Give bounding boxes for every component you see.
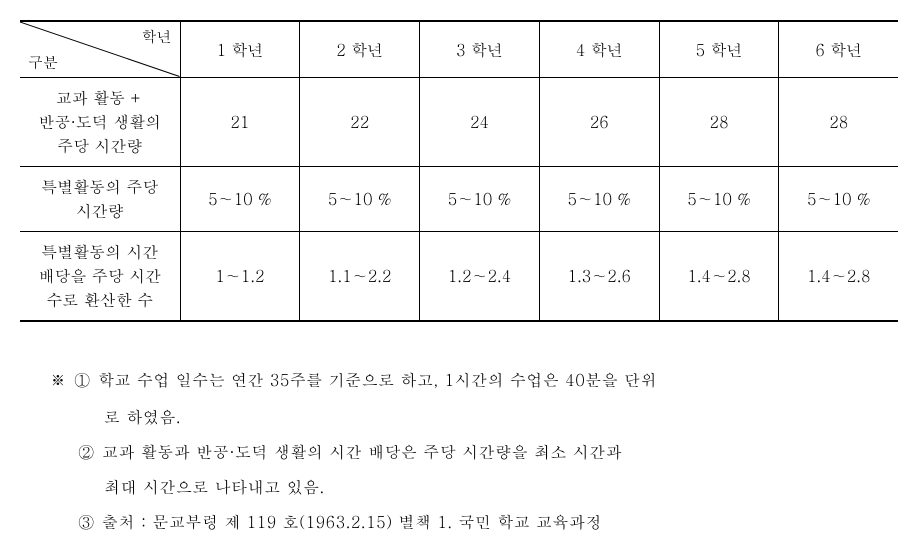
data-cell: 5∼10 % <box>420 166 540 231</box>
data-cell: 1.4∼2.8 <box>779 231 898 321</box>
data-cell: 21 <box>180 77 300 166</box>
col-header-1: 1 학년 <box>180 21 300 77</box>
curriculum-table: 학년 구분 1 학년 2 학년 3 학년 4 학년 5 학년 6 학년 교과 활… <box>20 20 898 322</box>
row-label: 특별활동의 시간배당을 주당 시간수로 환산한 수 <box>20 231 180 321</box>
note-marker: ※ <box>50 362 66 397</box>
data-cell: 5∼10 % <box>300 166 420 231</box>
note-num-2: ② <box>78 434 94 469</box>
row-label: 특별활동의 주당시간량 <box>20 166 180 231</box>
footnotes: ※ ① 학교 수업 일수는 연간 35주를 기준으로 하고, 1시간의 수업은 … <box>20 362 898 540</box>
note-1-line2: 로 하였음. <box>50 399 898 434</box>
note-3-line1: 출처 : 문교부령 제 119 호(1963.2.15) 별책 1. 국민 학교… <box>102 504 898 539</box>
data-cell: 5∼10 % <box>539 166 659 231</box>
data-cell: 24 <box>420 77 540 166</box>
col-header-2: 2 학년 <box>300 21 420 77</box>
data-cell: 1∼1.2 <box>180 231 300 321</box>
data-cell: 28 <box>659 77 779 166</box>
note-num-3: ③ <box>78 504 94 539</box>
col-header-5: 5 학년 <box>659 21 779 77</box>
data-cell: 1.4∼2.8 <box>659 231 779 321</box>
data-cell: 5∼10 % <box>779 166 898 231</box>
table-row: 교과 활동 +반공·도덕 생활의주당 시간량212224262828 <box>20 77 898 166</box>
data-cell: 1.2∼2.4 <box>420 231 540 321</box>
note-2-line1: 교과 활동과 반공·도덕 생활의 시간 배당은 주당 시간량을 최소 시간과 <box>102 434 898 469</box>
note-2-line2: 최대 시간으로 나타내고 있음. <box>50 469 898 504</box>
row-label: 교과 활동 +반공·도덕 생활의주당 시간량 <box>20 77 180 166</box>
header-diagonal-cell: 학년 구분 <box>20 21 180 77</box>
col-header-6: 6 학년 <box>779 21 898 77</box>
header-category-label: 구분 <box>28 52 58 73</box>
table-row: 특별활동의 시간배당을 주당 시간수로 환산한 수1∼1.21.1∼2.21.2… <box>20 231 898 321</box>
data-cell: 22 <box>300 77 420 166</box>
data-cell: 1.1∼2.2 <box>300 231 420 321</box>
note-num-1: ① <box>74 362 90 397</box>
data-cell: 5∼10 % <box>180 166 300 231</box>
col-header-3: 3 학년 <box>420 21 540 77</box>
header-grade-label: 학년 <box>142 26 172 47</box>
col-header-4: 4 학년 <box>539 21 659 77</box>
note-1-line1: 학교 수업 일수는 연간 35주를 기준으로 하고, 1시간의 수업은 40분을… <box>98 362 898 397</box>
data-cell: 5∼10 % <box>659 166 779 231</box>
data-cell: 28 <box>779 77 898 166</box>
data-cell: 26 <box>539 77 659 166</box>
data-cell: 1.3∼2.6 <box>539 231 659 321</box>
table-row: 특별활동의 주당시간량5∼10 %5∼10 %5∼10 %5∼10 %5∼10 … <box>20 166 898 231</box>
